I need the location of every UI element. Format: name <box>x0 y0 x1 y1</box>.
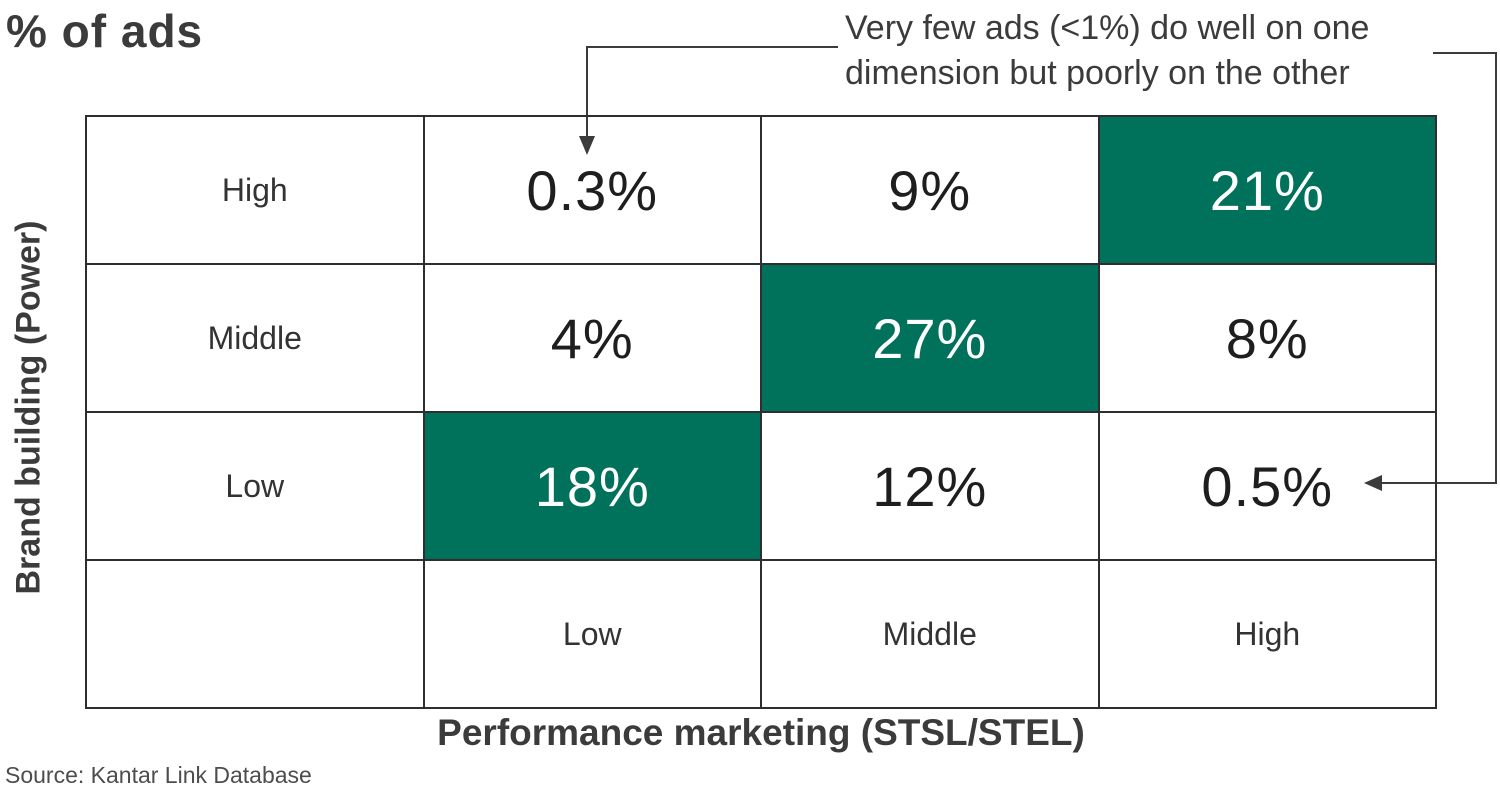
table-row-high: High 0.3% 9% 21% <box>85 115 1437 265</box>
cell-high-middle: 9% <box>760 115 1100 265</box>
cell-middle-middle: 27% <box>760 263 1100 413</box>
row-label-high: High <box>85 115 425 265</box>
table-row-column-labels: Low Middle High <box>85 559 1437 709</box>
corner-cell <box>85 559 425 709</box>
annotation-text: Very few ads (<1%) do well on one dimens… <box>845 6 1445 96</box>
source-note: Source: Kantar Link Database <box>5 762 312 788</box>
annotation-line-2: dimension but poorly on the other <box>845 54 1350 92</box>
cell-middle-low: 4% <box>422 263 762 413</box>
cell-low-middle: 12% <box>760 411 1100 561</box>
cell-high-high: 21% <box>1097 115 1437 265</box>
col-label-high: High <box>1097 559 1437 709</box>
cell-low-high: 0.5% <box>1097 411 1437 561</box>
y-axis-label: Brand building (Power) <box>9 220 48 594</box>
annotation-line-1: Very few ads (<1%) do well on one <box>845 9 1370 47</box>
table-row-low: Low 18% 12% 0.5% <box>85 411 1437 561</box>
col-label-middle: Middle <box>760 559 1100 709</box>
row-label-low: Low <box>85 411 425 561</box>
col-label-low: Low <box>422 559 762 709</box>
y-axis-label-wrap: Brand building (Power) <box>0 115 58 699</box>
chart-title: % of ads <box>6 5 204 57</box>
cell-low-low: 18% <box>422 411 762 561</box>
cell-high-low: 0.3% <box>422 115 762 265</box>
x-axis-label: Performance marketing (STSL/STEL) <box>437 712 1085 753</box>
cell-middle-high: 8% <box>1097 263 1437 413</box>
row-label-middle: Middle <box>85 263 425 413</box>
table-row-middle: Middle 4% 27% 8% <box>85 263 1437 413</box>
matrix-table: High 0.3% 9% 21% Middle 4% 27% 8% Low 18… <box>85 115 1437 709</box>
